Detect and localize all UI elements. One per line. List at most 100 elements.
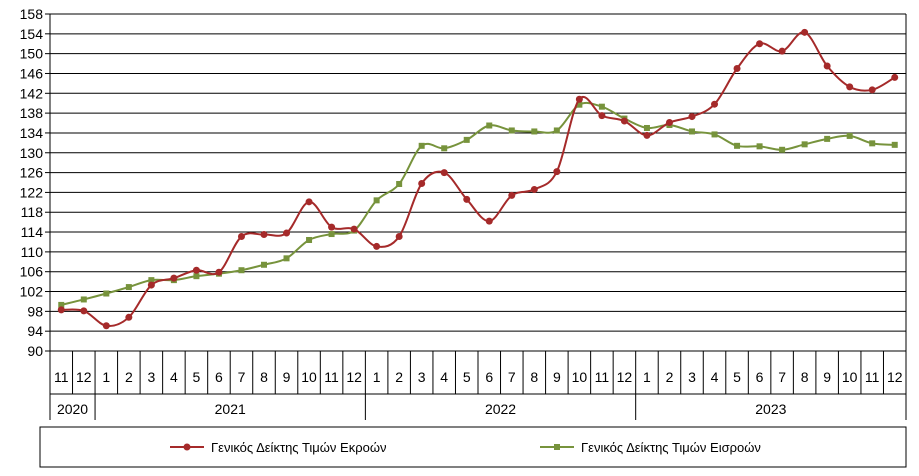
input-index-point xyxy=(418,142,425,149)
y-tick-label: 134 xyxy=(20,125,44,141)
legend-swatch-marker xyxy=(183,443,191,451)
y-tick-label: 138 xyxy=(20,105,44,121)
input-index-point xyxy=(441,145,448,152)
input-index-point xyxy=(576,101,583,108)
x-tick-label: 5 xyxy=(463,369,471,385)
output-index-point xyxy=(733,65,741,73)
x-tick-label: 5 xyxy=(733,369,741,385)
x-tick-label: 2 xyxy=(395,369,403,385)
output-index-point xyxy=(598,112,606,120)
year-label: 2020 xyxy=(57,401,88,417)
output-index-point xyxy=(80,307,88,315)
output-index-point xyxy=(192,266,200,274)
input-index-point xyxy=(463,136,470,143)
output-index-point xyxy=(643,131,651,139)
x-tick-label: 12 xyxy=(617,369,633,385)
x-tick-label: 2 xyxy=(666,369,674,385)
output-index-point xyxy=(778,47,786,55)
output-index-point xyxy=(395,233,403,241)
input-index-point xyxy=(373,197,380,204)
x-tick-label: 3 xyxy=(147,369,155,385)
output-index-point xyxy=(102,322,110,330)
output-index-point xyxy=(328,223,336,231)
year-label: 2023 xyxy=(755,401,786,417)
x-tick-label: 10 xyxy=(842,369,858,385)
output-index-point xyxy=(350,225,358,233)
output-index-point xyxy=(553,168,561,176)
output-index-point xyxy=(418,179,426,187)
input-index-point xyxy=(261,261,267,268)
x-tick-label: 8 xyxy=(260,369,268,385)
output-index-point xyxy=(57,306,65,314)
x-tick-label: 6 xyxy=(485,369,493,385)
y-tick-label: 150 xyxy=(20,46,44,62)
x-tick-label: 11 xyxy=(54,369,69,385)
input-index-point xyxy=(846,132,853,139)
x-tick-label: 8 xyxy=(530,369,538,385)
x-tick-label: 12 xyxy=(346,369,362,385)
input-index-point xyxy=(283,255,290,262)
legend-swatch-marker xyxy=(554,444,560,450)
x-tick-label: 10 xyxy=(572,369,588,385)
legend-label: Γενικός Δείκτης Τιμών Εισροών xyxy=(581,440,761,455)
x-tick-label: 11 xyxy=(865,369,880,385)
input-index-point xyxy=(486,122,493,129)
y-tick-label: 102 xyxy=(20,284,44,300)
output-index-point xyxy=(440,169,448,177)
input-index-point xyxy=(869,140,876,147)
x-tick-label: 4 xyxy=(170,369,178,385)
output-index-point xyxy=(508,191,516,199)
x-tick-label: 3 xyxy=(418,369,426,385)
legend: Γενικός Δείκτης Τιμών Εκροών Γενικός Δείκ… xyxy=(39,426,907,468)
y-tick-label: 142 xyxy=(20,85,44,101)
x-tick-label: 10 xyxy=(301,369,317,385)
x-tick-label: 2 xyxy=(125,369,133,385)
output-index-point xyxy=(868,86,876,94)
y-tick-label: 90 xyxy=(27,343,43,359)
x-tick-label: 4 xyxy=(711,369,719,385)
x-tick-label: 5 xyxy=(193,369,201,385)
x-tick-label: 6 xyxy=(756,369,764,385)
input-index-point xyxy=(125,284,132,291)
output-index-line xyxy=(61,31,896,327)
x-tick-label: 8 xyxy=(801,369,809,385)
input-index-point xyxy=(689,128,695,135)
output-index-point xyxy=(170,274,178,282)
output-index-point xyxy=(801,28,809,36)
y-tick-label: 106 xyxy=(20,264,44,280)
y-tick-label: 154 xyxy=(20,26,44,42)
input-index-point xyxy=(238,267,245,274)
legend-label: Γενικός Δείκτης Τιμών Εκροών xyxy=(211,440,387,455)
input-index-point xyxy=(598,103,605,110)
output-index-point xyxy=(305,198,313,206)
output-index-point xyxy=(846,83,854,91)
output-index-point xyxy=(530,185,538,193)
input-index-point xyxy=(734,142,741,149)
output-index-point xyxy=(237,233,245,241)
output-index-point xyxy=(575,95,583,103)
y-axis-tick-labels: 90 94 98 102 106 110 114 118 122 126 130 134 138 142 1… xyxy=(20,6,44,359)
year-label: 2022 xyxy=(485,401,516,417)
output-index-point xyxy=(665,119,673,127)
output-index-point xyxy=(756,40,764,48)
output-index-point xyxy=(125,313,133,321)
x-axis-category-table: 11 12 1 2 3 4 5 6 7 8 9 10 11 12 1 2 3 4 5 6 7 8 9 10 11 12 1 2 3 4 5 6… xyxy=(49,351,907,420)
x-tick-label: 9 xyxy=(283,369,291,385)
y-tick-label: 114 xyxy=(21,224,44,240)
output-index-point xyxy=(147,281,155,289)
input-index-point xyxy=(306,236,313,243)
output-index-point xyxy=(215,268,223,276)
x-tick-label: 6 xyxy=(215,369,223,385)
y-tick-label: 130 xyxy=(20,145,44,161)
x-tick-label: 7 xyxy=(238,369,246,385)
input-index-point xyxy=(80,296,87,303)
y-tick-label: 158 xyxy=(20,6,44,22)
input-index-point xyxy=(103,290,110,297)
y-tick-label: 98 xyxy=(27,303,43,319)
output-index-point xyxy=(688,113,696,121)
input-index-point xyxy=(148,277,155,284)
input-index-point xyxy=(891,141,898,148)
input-index-point xyxy=(193,273,200,280)
output-index-point xyxy=(823,62,831,70)
output-index-point xyxy=(260,231,268,239)
